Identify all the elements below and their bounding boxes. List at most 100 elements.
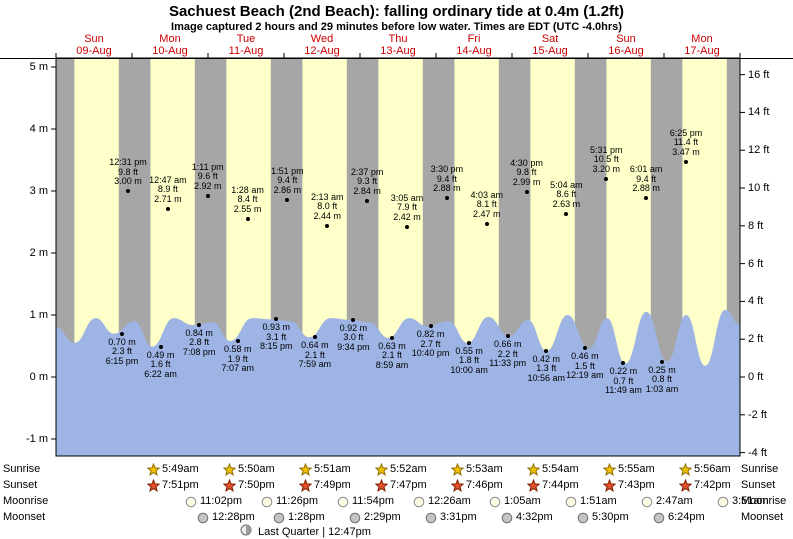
- annotation-line: 8.9 ft: [157, 184, 178, 195]
- annotation-line: 2.99 m: [512, 176, 541, 187]
- tide-dot: [126, 189, 130, 193]
- page-title: Sachuest Beach (2nd Beach): falling ordi…: [168, 3, 625, 20]
- sunset-time: 7:43pm: [618, 479, 655, 491]
- annotation-line: 0.64 m: [301, 340, 329, 351]
- moon-gray-icon: [273, 511, 286, 524]
- tide-dot: [660, 359, 664, 364]
- annotation-line: 6:25 pm: [669, 127, 703, 138]
- high-tide-annotation: 6:01 am 9.4 ft 2.88 m: [614, 165, 678, 194]
- annotation-line: 2.44 m: [313, 210, 342, 221]
- high-tide-annotation: 3:30 pm 9.4 ft 2.88 m: [415, 165, 479, 194]
- sunset-star-icon: [222, 478, 237, 492]
- annotation-line: 3.20 m: [592, 163, 621, 174]
- annotation-line: 0.42 m: [532, 353, 561, 364]
- tide-dot: [285, 197, 290, 202]
- annotation-line: 11:33 pm: [489, 358, 527, 369]
- annotation-line: 0.63 m: [378, 340, 406, 351]
- high-tide-annotation: 4:30 pm 9.8 ft 2.99 m: [495, 157, 559, 188]
- low-tide-annotation: 0.49 m 1.6 ft 6:22 am: [129, 350, 193, 380]
- day-name: Sat: [541, 33, 559, 45]
- moonrise-time: 1:51am: [580, 495, 617, 507]
- annotation-line: 4:30 pm: [510, 157, 543, 168]
- feet-axis-label: 6 ft: [748, 257, 764, 270]
- low-tide-annotation: 0.22 m 0.7 ft 11:49 am: [591, 367, 655, 396]
- annotation-line: 2.92 m: [193, 180, 222, 191]
- sunset-time: 7:44pm: [542, 479, 579, 491]
- feet-axis-label: 16 ft: [748, 68, 770, 81]
- tide-dot: [235, 339, 240, 344]
- annotation-line: 12:31 pm: [109, 157, 147, 167]
- feet-axis-label: 14 ft: [748, 106, 770, 119]
- last-quarter-moon-icon: [240, 524, 252, 539]
- sunset-star-icon: [526, 478, 541, 492]
- moon-gray-icon: [653, 511, 666, 524]
- moon-gray-icon: [349, 511, 362, 524]
- sunset-star-icon: [678, 478, 693, 492]
- annotation-line: 9.3 ft: [357, 176, 378, 187]
- sunset-star-icon: [298, 478, 313, 492]
- annotation-line: 7.9 ft: [396, 202, 417, 213]
- meter-axis-label: 4 m: [29, 123, 48, 135]
- day-date: 17-Aug: [684, 45, 720, 57]
- annotation-line: 2.84 m: [353, 185, 381, 196]
- day-name: Tue: [236, 33, 256, 45]
- annotation-line: 2.47 m: [472, 208, 501, 219]
- sunrise-star-icon: [298, 462, 313, 476]
- tide-dot: [524, 189, 529, 194]
- annotation-line: 12:19 am: [566, 370, 604, 381]
- tide-dot: [564, 211, 569, 216]
- low-tide-annotation: 0.70 m 2.3 ft 6:15 pm: [90, 336, 154, 367]
- moon-phase-label: Last Quarter | 12:47pm: [258, 525, 371, 538]
- day-date: 10-Aug: [152, 45, 188, 57]
- moonrise-time: 1:05am: [504, 495, 541, 507]
- sunset-star-icon: [450, 478, 465, 492]
- feet-axis-label: 10 ft: [748, 182, 770, 195]
- sunrise-time: 5:55am: [618, 463, 655, 475]
- tide-dot: [644, 196, 649, 201]
- annotation-line: 0.82 m: [416, 329, 445, 340]
- tide-dot: [684, 159, 688, 164]
- low-tide-annotation: 0.84 m 2.8 ft 7:08 pm: [167, 328, 231, 358]
- low-tide-annotation: 0.42 m 1.3 ft 10:56 am: [514, 353, 578, 384]
- tide-dot: [604, 176, 609, 181]
- high-tide-annotation: 1:11 pm 9.6 ft 2.92 m: [176, 162, 240, 192]
- annotation-line: 5:31 pm: [590, 144, 623, 155]
- tide-dot: [197, 322, 202, 327]
- tide-dot: [325, 223, 330, 228]
- moon-light-icon: [641, 495, 654, 508]
- annotation-line: 2.63 m: [552, 198, 581, 209]
- moonrise-time: 12:26am: [428, 495, 471, 507]
- annotation-line: 1:51 pm: [271, 165, 304, 176]
- sunrise-time: 5:56am: [694, 463, 731, 475]
- tide-dot: [205, 193, 210, 198]
- high-tide-annotation: 2:37 pm 9.3 ft 2.84 m: [335, 167, 399, 197]
- annotation-line: 1.9 ft: [227, 353, 248, 364]
- annotation-line: 2.1 ft: [304, 349, 325, 360]
- feet-axis-label: 4 ft: [748, 295, 764, 308]
- astro-label-right-moonrise: Moonrise: [741, 495, 787, 507]
- astro-label-left-sunset: Sunset: [3, 479, 38, 491]
- tide-dot: [245, 216, 250, 221]
- day-name: Mon: [691, 33, 713, 45]
- annotation-line: 3.0 ft: [343, 332, 364, 343]
- sunrise-star-icon: [450, 462, 465, 476]
- high-tide-annotation: 4:03 am 8.1 ft 2.47 m: [455, 190, 519, 220]
- low-tide-annotation: 0.63 m 2.1 ft 8:59 am: [360, 340, 424, 371]
- day-label: Tue 11-Aug: [208, 33, 284, 57]
- tide-dot: [312, 335, 317, 340]
- moonrise-time: 3:51am: [732, 495, 769, 507]
- sunrise-star-icon: [222, 462, 237, 476]
- annotation-line: 9.4 ft: [277, 175, 298, 186]
- low-tide-annotation: 0.82 m 2.7 ft 10:40 pm: [399, 330, 463, 359]
- day-date: 14-Aug: [456, 45, 492, 57]
- sunset-time: 7:51pm: [162, 479, 199, 491]
- annotation-line: 8.1 ft: [476, 199, 497, 210]
- low-tide-annotation: 0.55 m 1.8 ft 10:00 am: [437, 345, 501, 376]
- annotation-line: 0.70 m: [108, 336, 136, 347]
- annotation-line: 2.86 m: [273, 184, 302, 195]
- annotation-line: 3:30 pm: [430, 164, 464, 175]
- day-name: Mon: [159, 33, 181, 45]
- moonset-time: 2:29pm: [364, 511, 401, 523]
- annotation-line: 0.55 m: [455, 345, 483, 356]
